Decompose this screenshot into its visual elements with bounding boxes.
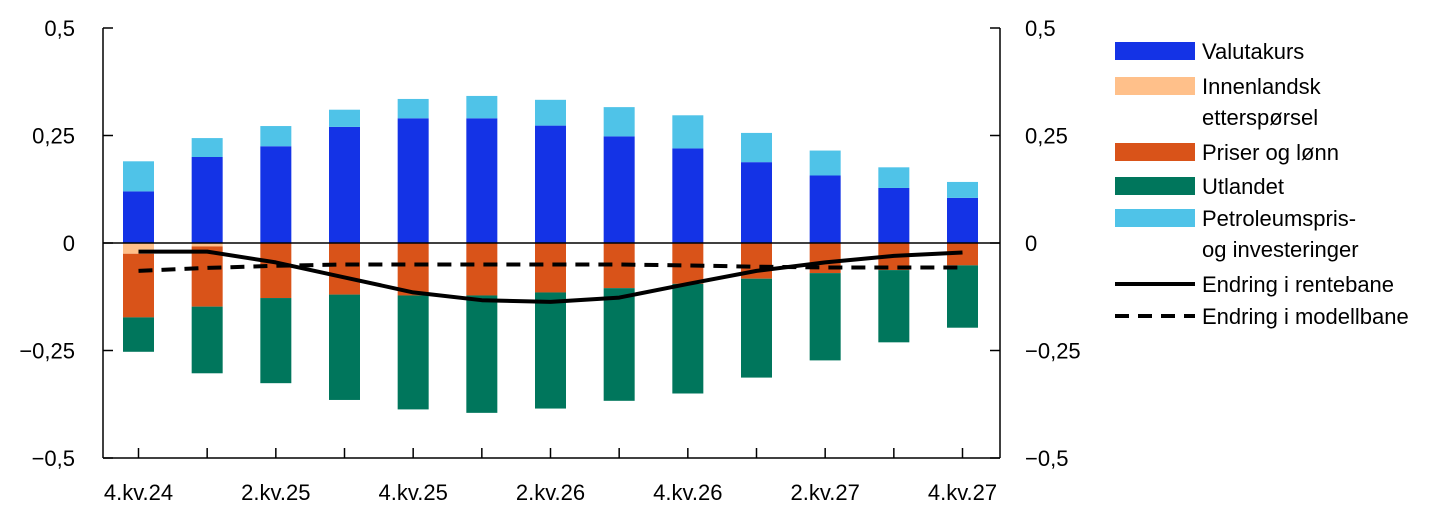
y-tick-label-right: 0,25 — [1025, 124, 1068, 149]
y-tick-label-right: −0,5 — [1025, 446, 1068, 471]
bar-petroleumspris-og-investeringer-1 — [191, 138, 223, 157]
bar-utlandet-4 — [397, 295, 429, 410]
bar-valutakurs-1 — [191, 157, 223, 243]
bar-innenlandsk-ettersp-rsel-1 — [191, 243, 223, 247]
y-tick-label-left: 0,25 — [32, 124, 75, 149]
bar-priser-og-l-nn-6 — [535, 243, 566, 293]
bar-valutakurs-7 — [603, 136, 635, 243]
bar-utlandet-12 — [947, 265, 978, 328]
legend-item-2-swatch — [1115, 143, 1195, 161]
bar-priser-og-l-nn-1 — [191, 246, 223, 307]
legend-item-6-label: Endring i modellbane — [1202, 304, 1409, 329]
y-tick-label-left: −0,25 — [19, 339, 75, 364]
bar-priser-og-l-nn-4 — [397, 243, 429, 296]
x-tick-label: 2.kv.25 — [241, 480, 310, 505]
legend-item-2-label: Priser og lønn — [1202, 140, 1339, 165]
bar-utlandet-5 — [466, 295, 498, 413]
bar-petroleumspris-og-investeringer-10 — [809, 150, 841, 176]
bar-priser-og-l-nn-5 — [466, 243, 498, 296]
bar-utlandet-9 — [741, 278, 772, 378]
legend-item-4-swatch — [1115, 209, 1195, 227]
rentebane-line — [138, 249, 963, 304]
bar-valutakurs-6 — [535, 125, 566, 243]
bar-valutakurs-11 — [878, 187, 910, 243]
legend-item-1-swatch — [1115, 77, 1195, 95]
bar-valutakurs-8 — [672, 148, 704, 243]
bar-valutakurs-9 — [741, 162, 772, 243]
bar-petroleumspris-og-investeringer-0 — [123, 161, 154, 192]
bar-innenlandsk-ettersp-rsel-0 — [123, 243, 154, 254]
x-tick-label: 4.kv.26 — [653, 480, 722, 505]
bar-utlandet-2 — [260, 298, 292, 384]
bar-petroleumspris-og-investeringer-12 — [947, 181, 978, 198]
x-tick-label: 4.kv.24 — [104, 480, 173, 505]
y-tick-label-left: 0 — [63, 231, 75, 256]
bar-utlandet-7 — [603, 288, 635, 401]
legend: Valutakurs Innenlandsk etterspørsel Priser … — [1115, 39, 1409, 329]
bar-petroleumspris-og-investeringer-3 — [329, 109, 360, 127]
bar-petroleumspris-og-investeringer-6 — [535, 99, 566, 126]
y-tick-label-left: −0,5 — [32, 446, 75, 471]
legend-item-0-swatch — [1115, 42, 1195, 60]
bar-petroleumspris-og-investeringer-5 — [466, 95, 498, 119]
legend-item-3-label: Utlandet — [1202, 174, 1284, 199]
bar-valutakurs-3 — [329, 126, 360, 243]
bar-utlandet-8 — [672, 283, 704, 394]
x-tick-label: 4.kv.27 — [928, 480, 997, 505]
x-tick-label: 4.kv.25 — [379, 480, 448, 505]
bars-layer — [123, 95, 978, 413]
legend-item-4-label: og investeringer — [1202, 237, 1359, 262]
bar-utlandet-1 — [191, 306, 223, 374]
bar-petroleumspris-og-investeringer-8 — [672, 115, 704, 149]
legend-item-4-label: Petroleumspris- — [1202, 206, 1356, 231]
legend-item-1-label: etterspørsel — [1202, 105, 1318, 130]
bar-petroleumspris-og-investeringer-4 — [397, 98, 429, 119]
legend-item-3-swatch — [1115, 177, 1195, 195]
axes: 0,5 0,5 0,25 0,25 0 0 −0,25 −0,25 −0,5 −0,5 4.kv.2… — [19, 16, 1080, 505]
bar-petroleumspris-og-investeringer-7 — [603, 107, 635, 137]
legend-item-0-label: Valutakurs — [1202, 39, 1304, 64]
bar-valutakurs-4 — [397, 118, 429, 243]
y-tick-label-right: −0,25 — [1025, 339, 1081, 364]
legend-item-1-label: Innenlandsk — [1202, 74, 1322, 99]
bar-utlandet-0 — [123, 317, 154, 352]
bar-valutakurs-0 — [123, 191, 154, 243]
bar-utlandet-11 — [878, 270, 910, 343]
legend-item-5-label: Endring i rentebane — [1202, 272, 1394, 297]
x-tick-label: 2.kv.26 — [516, 480, 585, 505]
bar-utlandet-6 — [535, 292, 566, 409]
bar-priser-og-l-nn-2 — [260, 243, 292, 299]
bar-valutakurs-10 — [809, 175, 841, 243]
x-tick-label: 2.kv.27 — [791, 480, 860, 505]
bar-utlandet-3 — [329, 294, 360, 400]
bar-petroleumspris-og-investeringer-2 — [260, 126, 292, 147]
y-tick-label-left: 0,5 — [44, 16, 75, 41]
bar-valutakurs-5 — [466, 118, 498, 243]
bar-petroleumspris-og-investeringer-9 — [741, 132, 772, 163]
y-tick-label-right: 0,5 — [1025, 16, 1056, 41]
lines-layer — [138, 249, 963, 304]
bar-valutakurs-12 — [947, 197, 978, 243]
y-tick-label-right: 0 — [1025, 231, 1037, 256]
bar-utlandet-10 — [809, 273, 841, 361]
bar-valutakurs-2 — [260, 146, 292, 243]
bar-petroleumspris-og-investeringer-11 — [878, 167, 910, 188]
bar-priser-og-l-nn-3 — [329, 243, 360, 295]
bar-priser-og-l-nn-0 — [123, 253, 154, 318]
